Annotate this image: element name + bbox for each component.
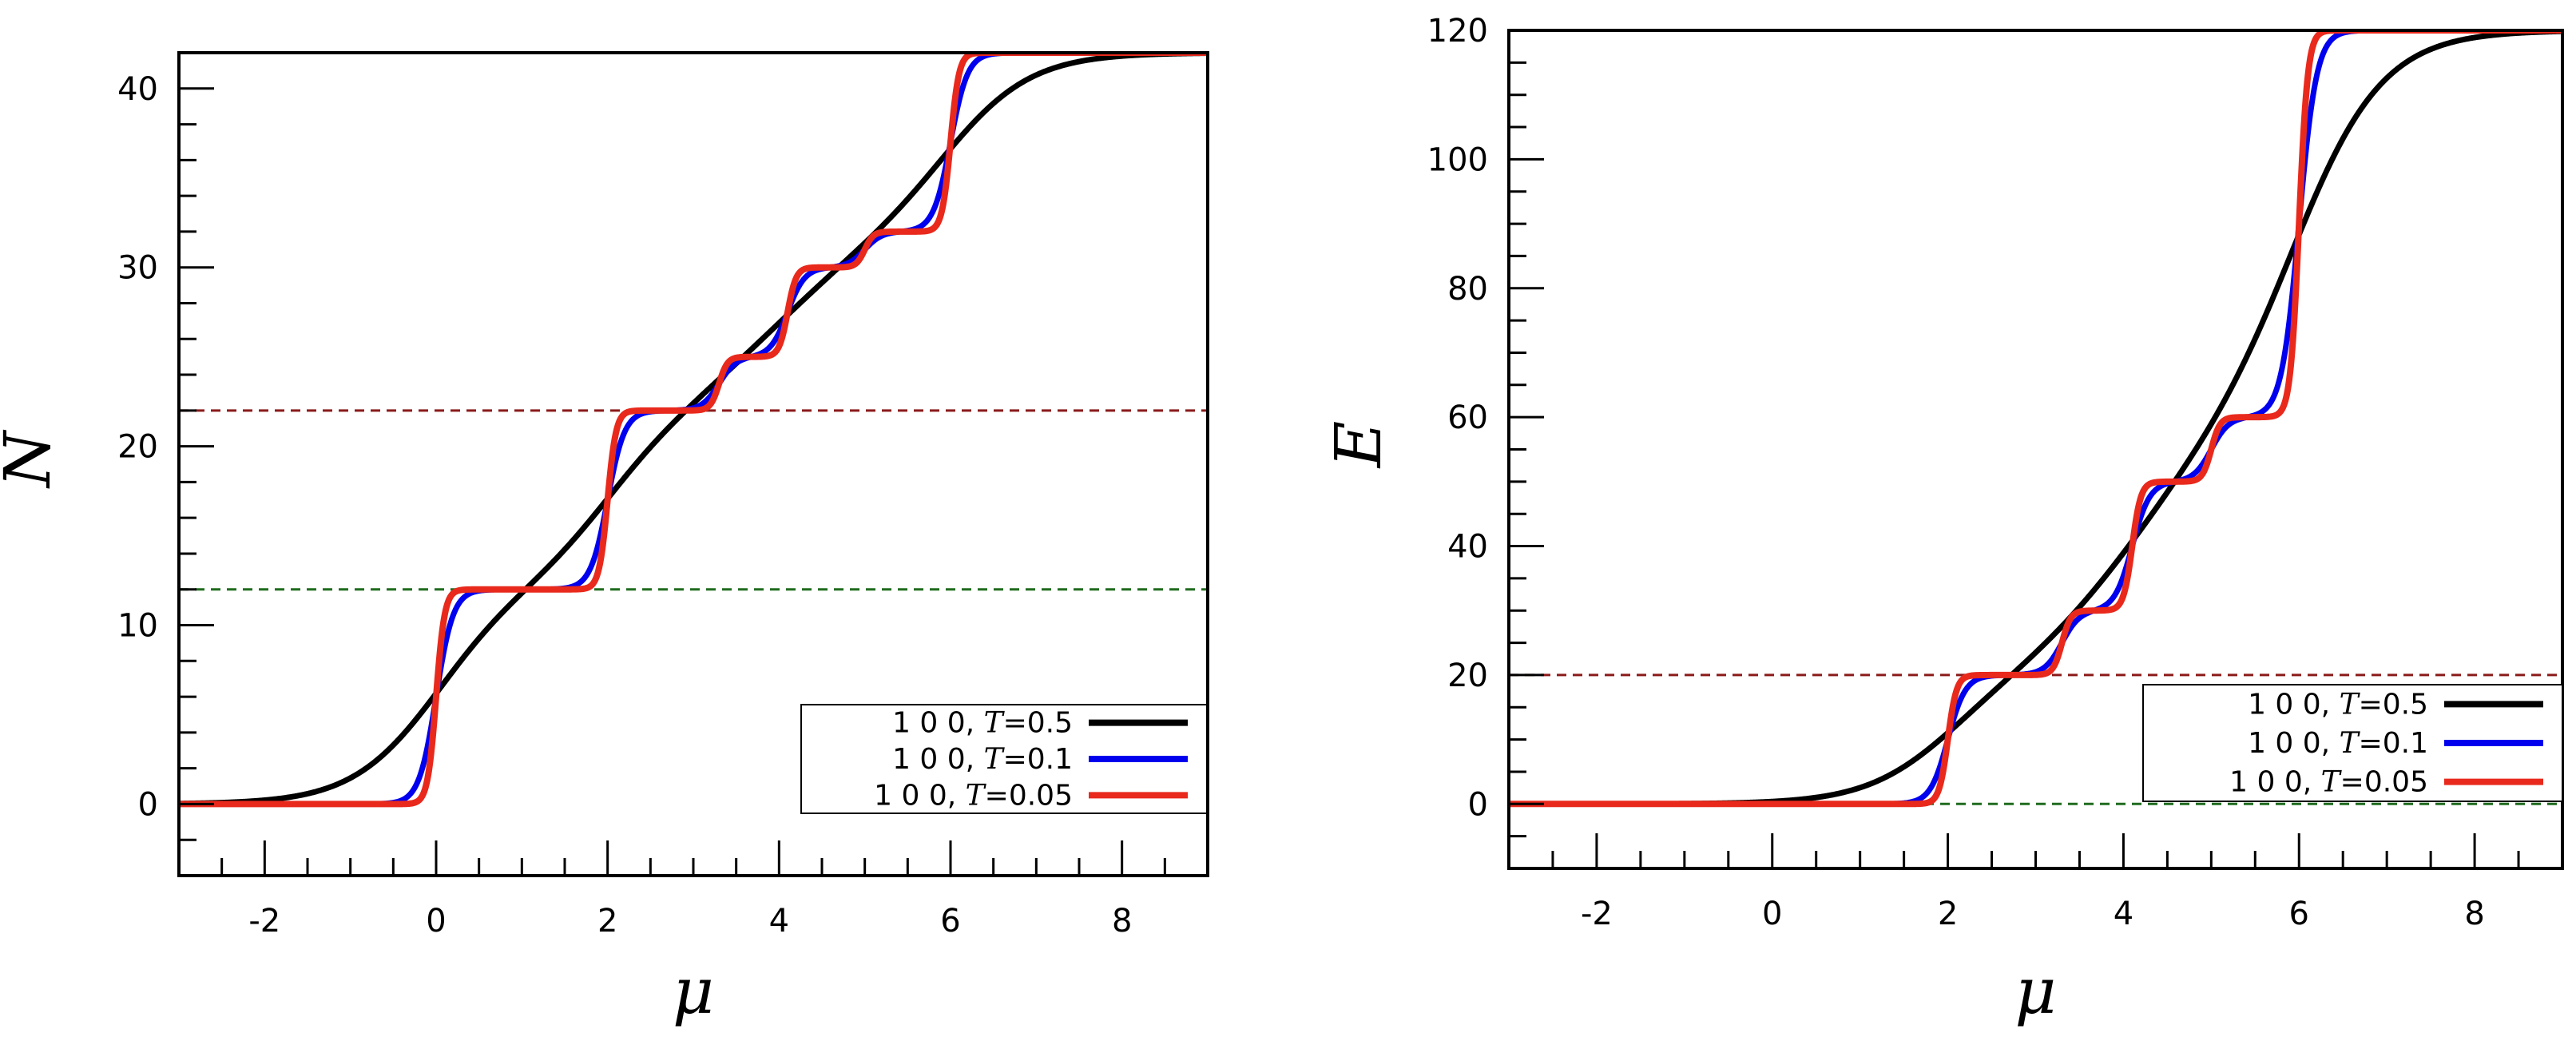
x-tick-label: 4 xyxy=(769,903,789,940)
x-tick-label: 6 xyxy=(2289,896,2309,932)
y-axis-label: E xyxy=(1321,421,1395,469)
x-tick-label: 0 xyxy=(1762,896,1782,932)
series-line-1 xyxy=(179,53,1208,807)
legend: 1 0 0, T=0.51 0 0, T=0.11 0 0, T=0.05 xyxy=(800,704,1208,814)
legend-label: 1 0 0, T=0.5 xyxy=(892,707,1073,740)
y-tick-label: 120 xyxy=(1427,13,1488,50)
x-tick-label: 2 xyxy=(597,903,617,940)
y-tick-label: 10 xyxy=(117,608,158,645)
y-tick-label: 40 xyxy=(1447,529,1488,566)
legend-label: 1 0 0, T=0.05 xyxy=(2229,766,2428,799)
x-tick-label: -2 xyxy=(248,903,280,940)
x-tick-label: -2 xyxy=(1581,896,1613,932)
legend-label: 1 0 0, T=0.1 xyxy=(892,743,1073,776)
left-panel-n-vs-mu: -202468010203040μN1 0 0, T=0.51 0 0, T=0… xyxy=(0,51,1209,1028)
legend-label: 1 0 0, T=0.1 xyxy=(2248,727,2428,760)
y-tick-label: 40 xyxy=(117,71,158,108)
y-axis-label: N xyxy=(0,429,65,489)
y-tick-label: 20 xyxy=(1447,658,1488,694)
y-tick-label: 0 xyxy=(1468,786,1488,823)
x-tick-label: 4 xyxy=(2114,896,2133,932)
y-tick-label: 100 xyxy=(1427,141,1488,178)
x-axis-label: μ xyxy=(673,954,714,1028)
x-tick-label: 6 xyxy=(940,903,960,940)
series-line-0 xyxy=(179,53,1208,807)
y-tick-label: 20 xyxy=(117,429,158,466)
y-tick-label: 60 xyxy=(1447,399,1488,436)
x-axis-label: μ xyxy=(2015,954,2057,1028)
legend-label: 1 0 0, T=0.5 xyxy=(2248,688,2428,721)
legend: 1 0 0, T=0.5 1 0 0, T=0.1 1 0 0, T=0.05 xyxy=(2142,684,2563,802)
y-tick-label: 30 xyxy=(117,250,158,287)
x-tick-label: 0 xyxy=(426,903,446,940)
x-tick-label: 8 xyxy=(2464,896,2484,932)
legend-label: 1 0 0, T=0.05 xyxy=(874,779,1073,812)
x-tick-label: 8 xyxy=(1112,903,1132,940)
y-tick-label: 0 xyxy=(138,786,158,823)
x-tick-label: 2 xyxy=(1938,896,1958,932)
series-line-2 xyxy=(179,53,1208,808)
series-line-2 xyxy=(1509,30,2562,808)
y-tick-label: 80 xyxy=(1447,271,1488,308)
curves xyxy=(179,53,1208,808)
